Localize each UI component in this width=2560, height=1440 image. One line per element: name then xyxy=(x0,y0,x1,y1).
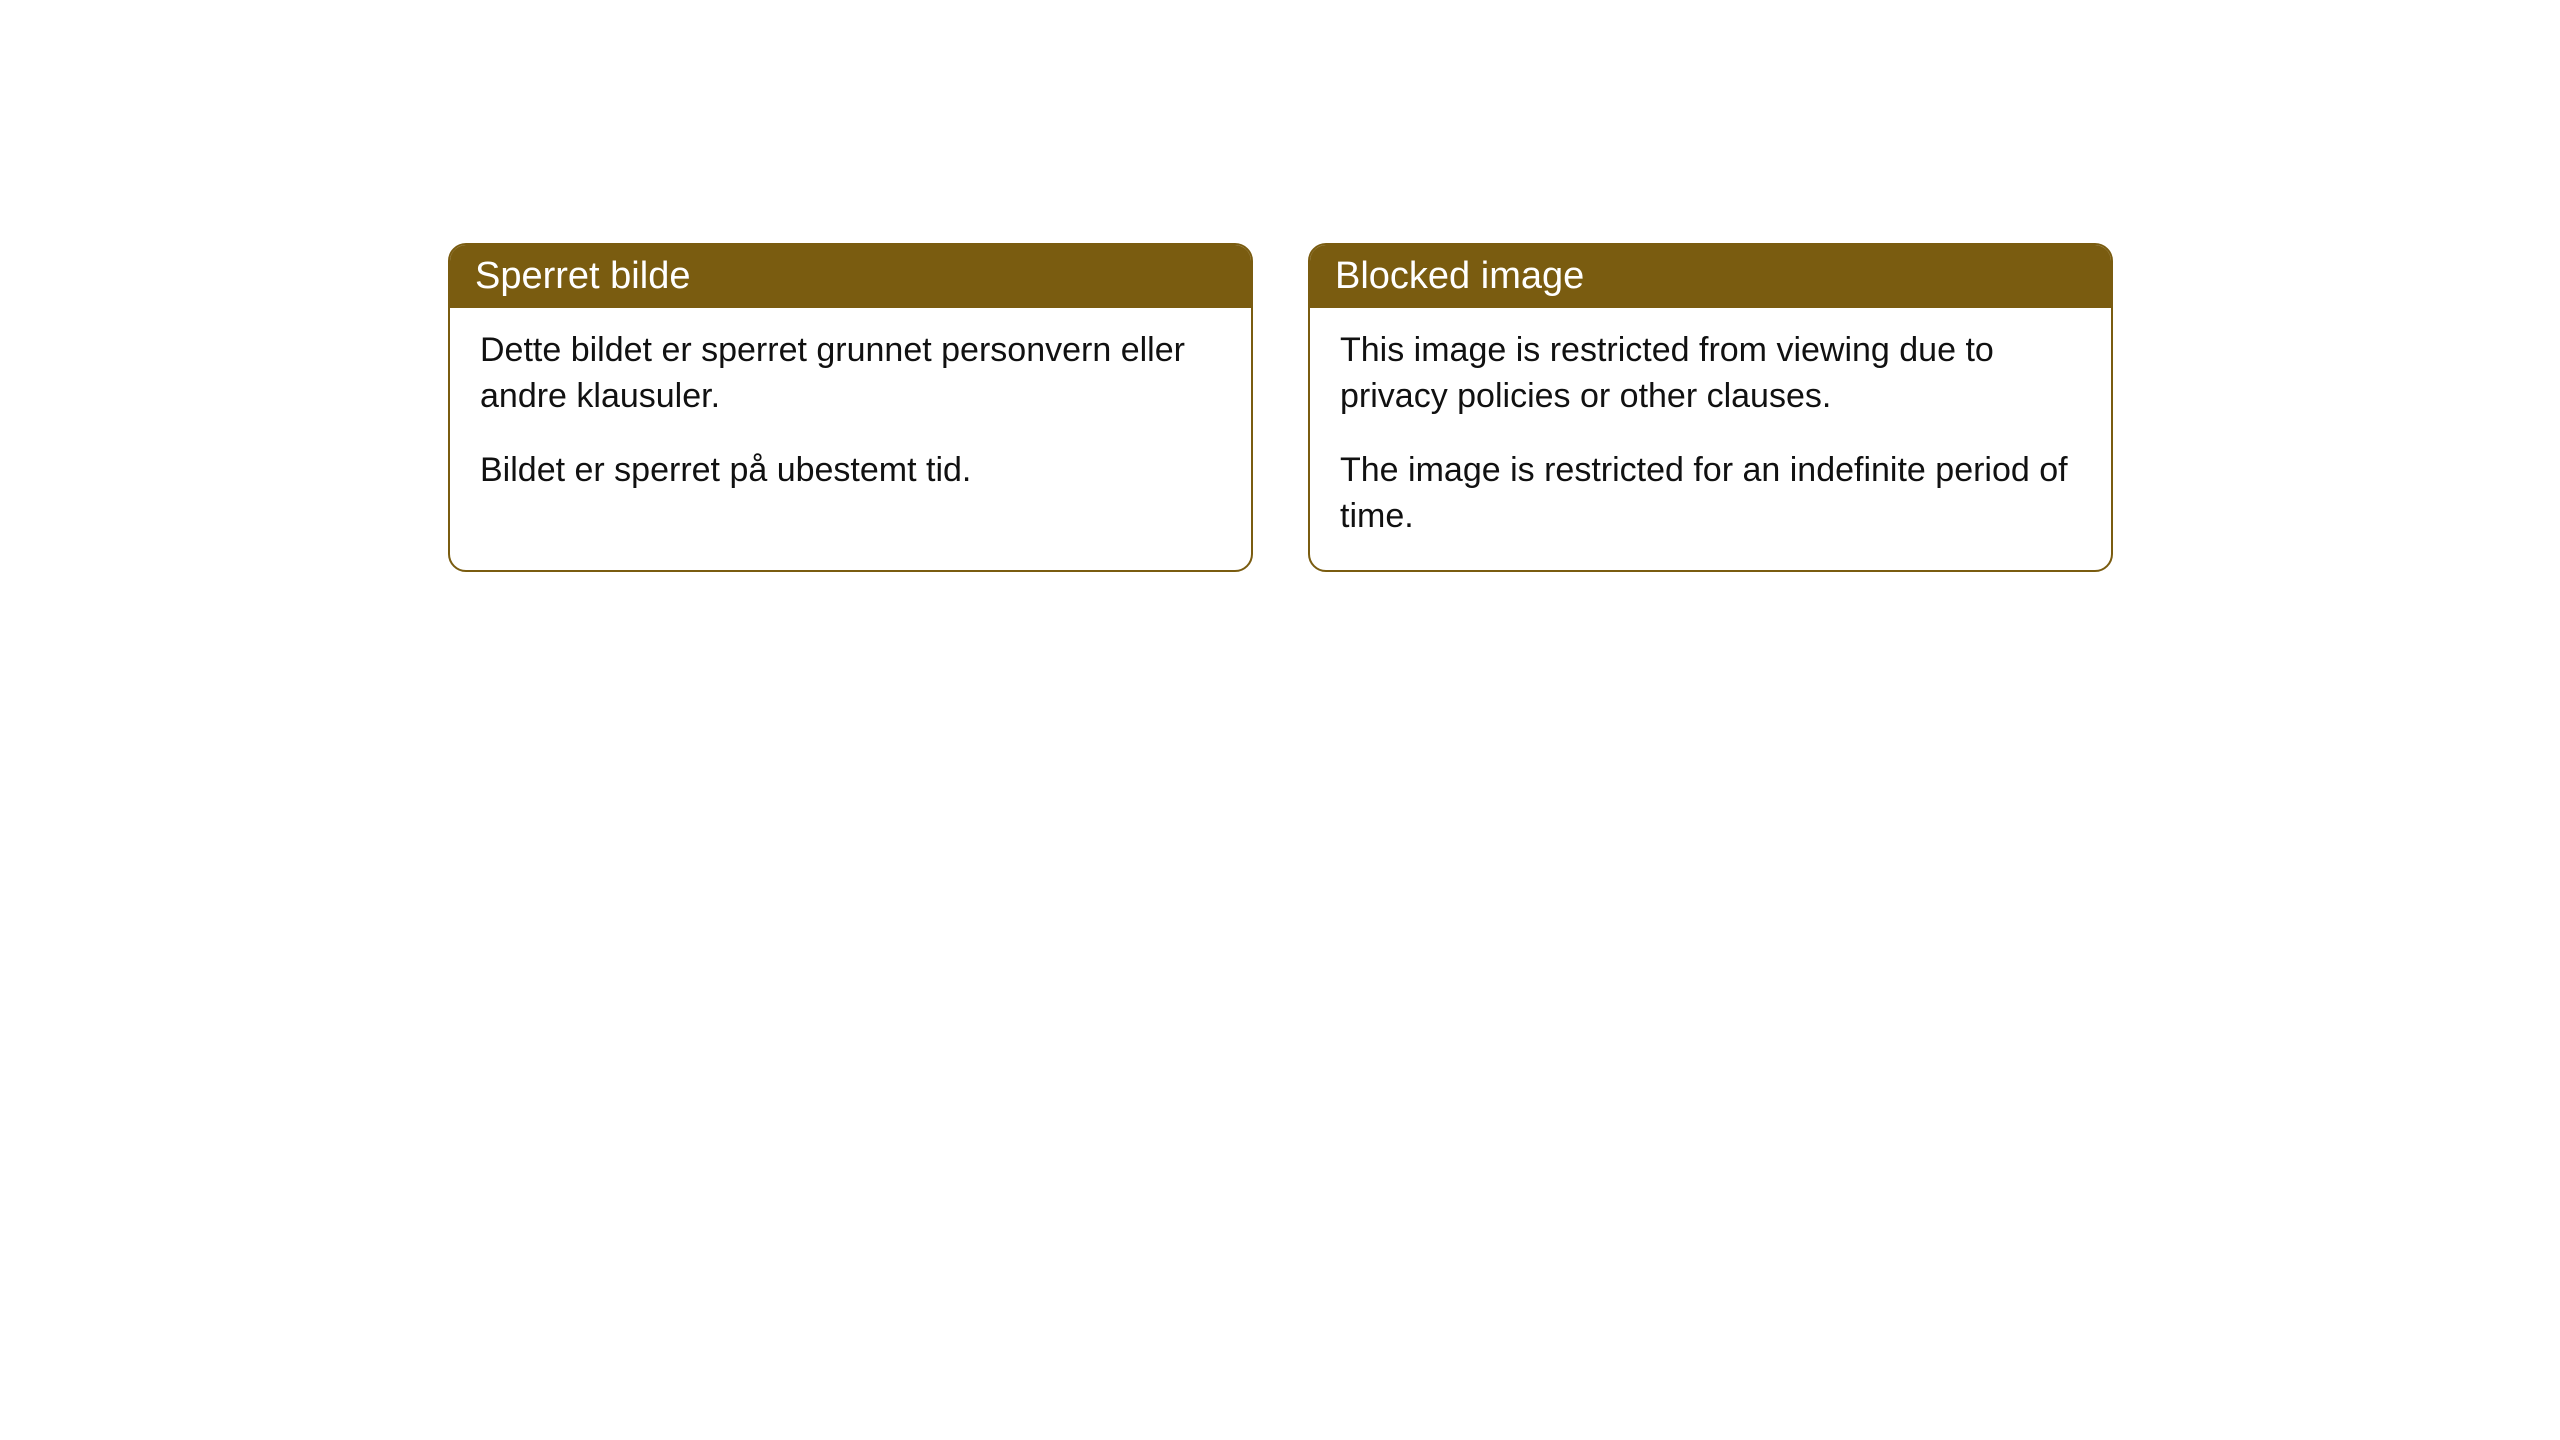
notice-card-english: Blocked image This image is restricted f… xyxy=(1308,243,2113,572)
card-paragraph: Dette bildet er sperret grunnet personve… xyxy=(480,328,1221,420)
card-title: Sperret bilde xyxy=(475,255,690,297)
card-header: Sperret bilde xyxy=(450,245,1251,308)
card-title: Blocked image xyxy=(1335,255,1584,297)
card-header: Blocked image xyxy=(1310,245,2111,308)
card-body: This image is restricted from viewing du… xyxy=(1310,308,2111,570)
card-body: Dette bildet er sperret grunnet personve… xyxy=(450,308,1251,524)
notice-cards-container: Sperret bilde Dette bildet er sperret gr… xyxy=(448,243,2113,572)
card-paragraph: The image is restricted for an indefinit… xyxy=(1340,448,2081,540)
card-paragraph: Bildet er sperret på ubestemt tid. xyxy=(480,448,1221,494)
notice-card-norwegian: Sperret bilde Dette bildet er sperret gr… xyxy=(448,243,1253,572)
card-paragraph: This image is restricted from viewing du… xyxy=(1340,328,2081,420)
